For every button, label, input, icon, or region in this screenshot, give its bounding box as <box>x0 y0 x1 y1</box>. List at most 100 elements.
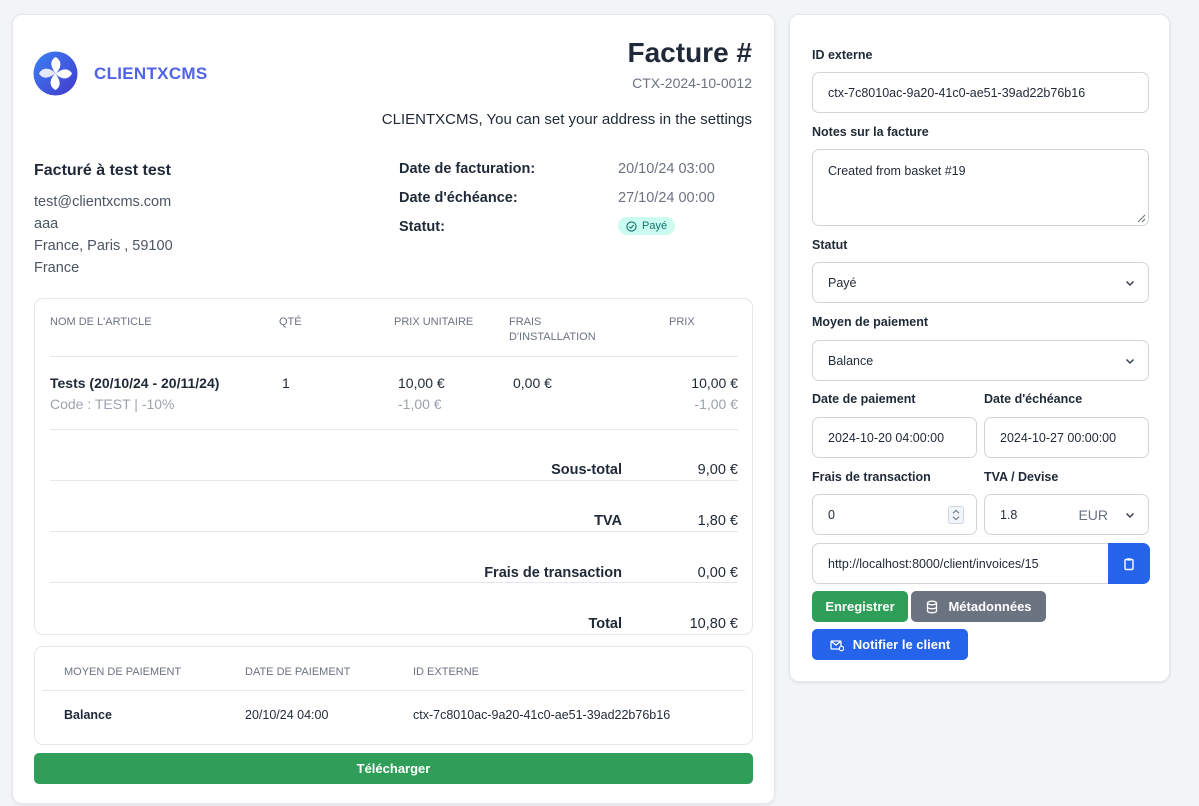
status-row: Statut: Payé <box>399 217 759 248</box>
tax-value: 1,80 € <box>697 513 738 529</box>
external-id-label: ID externe <box>812 48 873 62</box>
tax-currency-label: TVA / Devise <box>984 470 1059 484</box>
subtotal-label: Sous-total <box>551 462 622 478</box>
total-label: Total <box>588 616 622 632</box>
payment-method-select[interactable]: Balance <box>812 340 1149 381</box>
metadata-button[interactable]: Métadonnées <box>911 591 1046 622</box>
due-date-value: 27/10/24 00:00 <box>618 190 715 206</box>
col-header-setup-fee-line1: FRAIS <box>509 316 542 328</box>
subtotal-value: 9,00 € <box>697 462 738 478</box>
payment-external-id: ctx-7c8010ac-9a20-41c0-ae51-39ad22b76b16 <box>413 708 671 722</box>
invoice-title: Facture # <box>627 37 753 68</box>
invoice-edit-panel: ID externe ctx-7c8010ac-9a20-41c0-ae51-3… <box>789 14 1170 682</box>
chevron-down-icon <box>1125 358 1135 364</box>
brand-name: CLIENTXCMS <box>94 63 208 83</box>
item-setup-fee: 0,00 € <box>513 375 552 391</box>
notes-label: Notes sur la facture <box>812 125 929 139</box>
paid-at-input[interactable]: 2024-10-20 04:00:00 <box>812 417 977 458</box>
col-header-payment-date: DATE DE PAIEMENT <box>245 666 351 678</box>
table-divider <box>50 582 738 583</box>
billed-address-line2: France, Paris , 59100 <box>34 238 173 254</box>
payments-table: MOYEN DE PAIEMENT DATE DE PAIEMENT ID EX… <box>34 646 753 745</box>
status-badge: Payé <box>618 217 676 235</box>
notify-client-button[interactable]: Notifier le client <box>812 629 968 660</box>
fees-label: Frais de transaction <box>484 565 622 581</box>
item-qty: 1 <box>282 375 290 391</box>
billed-email: test@clientxcms.com <box>34 194 172 210</box>
number-spinner[interactable] <box>948 505 964 524</box>
payment-method-label: Moyen de paiement <box>812 315 928 329</box>
chevron-down-icon <box>1125 280 1135 286</box>
spinner-arrows-icon <box>952 509 960 520</box>
total-value: 10,80 € <box>689 616 738 632</box>
col-header-price: PRIX <box>669 316 695 328</box>
copy-link-button[interactable] <box>1108 543 1150 584</box>
invoice-date-value: 20/10/24 03:00 <box>618 161 715 177</box>
col-header-payment-method: MOYEN DE PAIEMENT <box>64 666 182 678</box>
item-price-discount: -1,00 € <box>694 396 738 412</box>
fees-value: 0,00 € <box>697 565 738 581</box>
items-table: NOM DE L'ARTICLE QTÉ PRIX UNITAIRE FRAIS… <box>34 298 753 635</box>
invoice-meta: Date de facturation: 20/10/24 03:00 Date… <box>399 161 759 248</box>
download-button[interactable]: Télécharger <box>34 753 753 784</box>
company-address: CLIENTXCMS, You can set your address in … <box>381 111 752 128</box>
fees-input-label: Frais de transaction <box>812 470 931 484</box>
notify-client-label: Notifier le client <box>852 637 951 652</box>
mail-send-icon <box>830 639 844 651</box>
due-date-row: Date d'échéance: 27/10/24 00:00 <box>399 190 759 219</box>
resize-handle-icon[interactable] <box>1136 213 1146 223</box>
invoice-date-row: Date de facturation: 20/10/24 03:00 <box>399 161 759 190</box>
due-date-label: Date d'échéance: <box>399 190 518 206</box>
billed-address-line1: aaa <box>34 216 59 232</box>
status-select-value: Payé <box>828 275 857 290</box>
status-label: Statut: <box>399 219 445 235</box>
external-id-input[interactable]: ctx-7c8010ac-9a20-41c0-ae51-39ad22b76b16 <box>812 72 1149 113</box>
fees-input-value: 0 <box>828 507 835 522</box>
col-header-setup-fee: FRAIS D'INSTALLATION <box>509 315 596 345</box>
tax-currency-input[interactable]: 1.8 EUR <box>984 494 1149 535</box>
brand-logo: CLIENTXCMS <box>33 51 208 96</box>
item-coupon-code: Code : TEST | -10% <box>50 396 175 412</box>
due-date-input[interactable]: 2024-10-27 00:00:00 <box>984 417 1149 458</box>
notes-textarea[interactable]: Created from basket #19 <box>812 149 1149 226</box>
notes-text: Created from basket #19 <box>828 164 966 178</box>
item-name: Tests (20/10/24 - 20/11/24) <box>50 375 220 391</box>
invoice-link-input[interactable]: http://localhost:8000/client/invoices/15 <box>812 543 1109 584</box>
metadata-button-label: Métadonnées <box>948 599 1032 614</box>
clientxcms-logo-icon <box>33 51 78 96</box>
table-divider <box>50 429 738 430</box>
database-icon <box>927 600 938 613</box>
payment-method-value: Balance <box>828 353 874 368</box>
col-header-qty: QTÉ <box>279 316 302 328</box>
col-header-setup-fee-line2: D'INSTALLATION <box>509 331 596 343</box>
invoice-number: CTX-2024-10-0012 <box>632 75 752 91</box>
tax-input-value: 1.8 <box>1000 507 1018 522</box>
payment-method: Balance <box>64 708 112 722</box>
clipboard-icon <box>1124 557 1134 570</box>
col-header-unit-price: PRIX UNITAIRE <box>394 316 474 328</box>
billed-to-address: test@clientxcms.com aaa France, Paris , … <box>34 191 173 279</box>
save-button-label: Enregistrer <box>825 599 895 614</box>
table-divider <box>50 531 738 532</box>
invoice-date-label: Date de facturation: <box>399 161 536 177</box>
due-date-input-label: Date d'échéance <box>984 392 1083 406</box>
billed-to-title: Facturé à test test <box>34 162 171 179</box>
item-price: 10,00 € <box>691 375 738 391</box>
status-select[interactable]: Payé <box>812 262 1149 303</box>
tax-label: TVA <box>594 513 622 529</box>
status-select-label: Statut <box>812 238 848 252</box>
col-header-name: NOM DE L'ARTICLE <box>50 316 152 328</box>
billed-country: France <box>34 260 80 276</box>
invoice-card: CLIENTXCMS Facture # CTX-2024-10-0012 CL… <box>12 14 775 804</box>
item-unit-discount: -1,00 € <box>398 396 442 412</box>
chevron-down-icon <box>1125 512 1135 518</box>
item-unit-price: 10,00 € <box>398 375 445 391</box>
payment-date: 20/10/24 04:00 <box>245 708 329 722</box>
table-divider <box>42 690 745 691</box>
check-circle-icon <box>626 220 637 232</box>
save-button[interactable]: Enregistrer <box>812 591 908 622</box>
status-badge-text: Payé <box>642 220 668 232</box>
col-header-external-id: ID EXTERNE <box>413 666 480 678</box>
fees-input[interactable]: 0 <box>812 494 977 535</box>
currency-select[interactable]: EUR <box>1078 506 1108 523</box>
